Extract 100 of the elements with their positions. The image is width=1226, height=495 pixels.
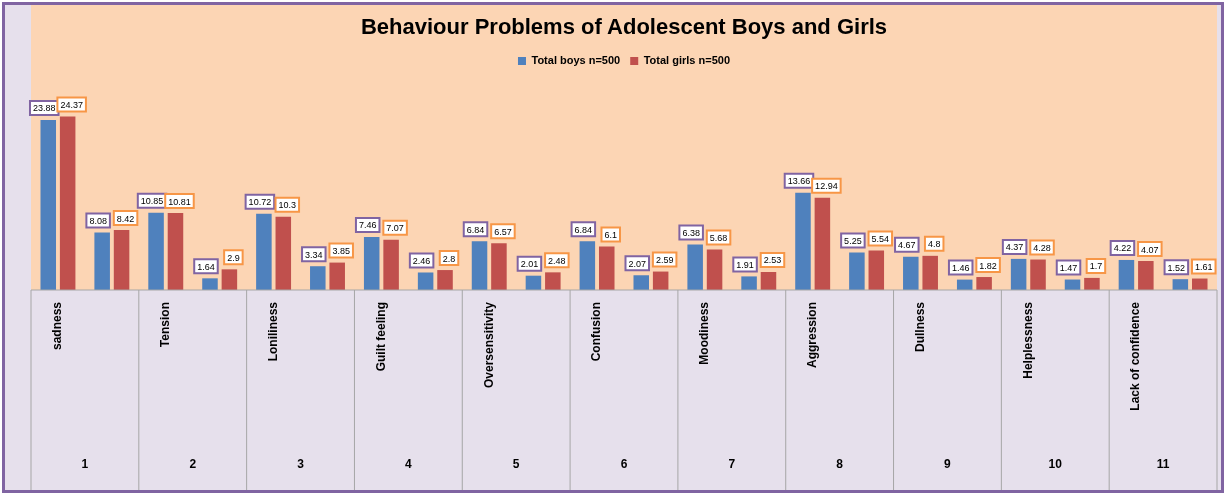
data-label: 2.07 (628, 258, 647, 269)
data-label: 2.01 (520, 259, 539, 270)
bar (167, 213, 184, 290)
text: 11 (1156, 457, 1170, 472)
text: 2 (189, 457, 197, 472)
bar (545, 272, 561, 290)
bar (94, 232, 110, 290)
data-label: 5.54 (871, 234, 890, 245)
data-label: 2.8 (442, 253, 456, 264)
text: 5 (512, 457, 520, 472)
data-label: 10.81 (168, 196, 191, 207)
x-tick-label: Dullness (912, 301, 927, 353)
bar (256, 213, 272, 290)
bar (437, 270, 453, 290)
data-label: 4.37 (1005, 242, 1024, 253)
data-label: 4.67 (898, 240, 916, 251)
bar (202, 278, 218, 290)
data-label: 1.61 (1194, 262, 1213, 273)
bar (1191, 278, 1208, 290)
data-label: 6.1 (604, 230, 618, 241)
bar (363, 236, 380, 290)
bar (310, 266, 326, 290)
bar (471, 241, 488, 290)
bar (868, 250, 885, 290)
data-label: 3.34 (305, 249, 323, 260)
text: 7 (728, 457, 736, 472)
x-tick-label: Aggression (804, 302, 819, 369)
x-tick-label: Loniliness (265, 301, 280, 362)
data-label: 13.66 (787, 176, 811, 187)
bar (1118, 259, 1135, 290)
data-label: 1.47 (1059, 263, 1078, 274)
chart-title: Behaviour Problems of Adolescent Boys and Girls (360, 14, 888, 40)
data-label: 1.82 (979, 260, 997, 271)
text: 3 (297, 457, 305, 472)
data-label: 5.25 (844, 236, 862, 247)
data-label: 1.52 (1167, 262, 1186, 273)
text: 10 (1048, 457, 1063, 472)
x-tick-label: Guilt feeling (373, 302, 388, 372)
text: 9 (944, 457, 952, 472)
data-label: 12.94 (815, 181, 838, 192)
legend-label: Total girls n=500 (643, 53, 731, 66)
data-label: 2.59 (655, 255, 674, 266)
bar (795, 192, 811, 290)
bar (383, 239, 399, 290)
x-tick-label: Helplessness (1020, 301, 1035, 379)
bar (221, 269, 238, 290)
bar (741, 276, 757, 290)
data-label: 2.53 (763, 255, 782, 266)
bar (1010, 258, 1027, 290)
bar (1138, 261, 1154, 290)
bar (849, 252, 865, 290)
data-label: 4.8 (927, 239, 941, 250)
bar (113, 230, 130, 290)
data-label: 6.84 (466, 224, 485, 235)
text: 6 (620, 457, 628, 472)
bar (417, 272, 434, 290)
text: 1 (81, 457, 89, 472)
data-label: 1.7 (1089, 261, 1103, 272)
bar (491, 243, 507, 290)
data-label: 2.48 (548, 255, 566, 266)
data-label: 6.38 (682, 228, 700, 239)
bar (706, 249, 723, 290)
legend-label: Total boys n=500 (531, 53, 621, 66)
data-label: 1.91 (736, 259, 754, 270)
data-label: 6.57 (494, 226, 512, 237)
data-label: 2.9 (227, 252, 240, 263)
x-tick-label: sadness (50, 301, 65, 351)
bar (760, 271, 777, 290)
bar (976, 277, 992, 290)
bar (329, 262, 345, 290)
text: 8 (836, 457, 844, 472)
bar (59, 116, 76, 290)
bar (598, 246, 615, 290)
data-label: 3.85 (332, 246, 350, 257)
data-label: 10.72 (248, 197, 272, 208)
bar (814, 197, 831, 290)
data-label: 8.42 (116, 213, 135, 224)
bar (148, 212, 164, 290)
data-label: 2.46 (412, 255, 431, 266)
data-label: 1.46 (951, 263, 970, 274)
data-label: 1.64 (197, 261, 215, 272)
data-label: 4.22 (1113, 243, 1132, 254)
data-label: 23.88 (32, 103, 56, 114)
bar (275, 216, 292, 290)
x-tick-label: Lack of confidence (1128, 301, 1143, 411)
data-label: 7.46 (358, 220, 377, 231)
bar (1030, 259, 1046, 290)
x-tick-label: Tension (158, 302, 173, 348)
x-tick-label: Oversensitivity (481, 301, 496, 389)
bar (633, 275, 650, 290)
data-label: 8.08 (89, 215, 107, 226)
bar (922, 255, 938, 290)
x-tick-label: Moodiness (697, 301, 712, 365)
bar (579, 241, 596, 290)
data-label: 24.37 (60, 99, 83, 110)
data-label: 10.3 (278, 200, 297, 211)
x-tick-label: Confusion (589, 302, 604, 362)
data-label: 10.85 (140, 196, 164, 207)
data-label: 4.07 (1141, 244, 1159, 255)
text: 4 (405, 457, 413, 472)
